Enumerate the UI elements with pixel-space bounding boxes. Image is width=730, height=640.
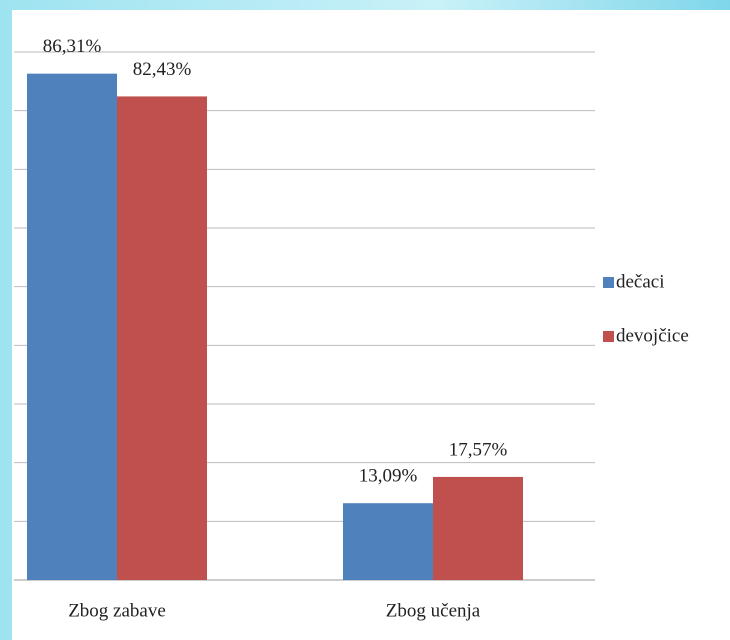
x-tick-label: Zbog zabave (68, 600, 166, 621)
legend-swatch (603, 277, 614, 288)
bar (117, 96, 207, 580)
legend-label: devojčice (616, 325, 689, 346)
value-label: 82,43% (133, 59, 192, 80)
value-label: 13,09% (359, 466, 418, 487)
x-tick-label: Zbog učenja (386, 600, 481, 621)
legend-label: dečaci (616, 271, 665, 292)
bar (343, 503, 433, 580)
value-label: 17,57% (449, 439, 508, 460)
bar (27, 73, 117, 580)
value-label: 86,31% (43, 36, 102, 57)
bar (433, 476, 523, 580)
legend-swatch (603, 331, 614, 342)
